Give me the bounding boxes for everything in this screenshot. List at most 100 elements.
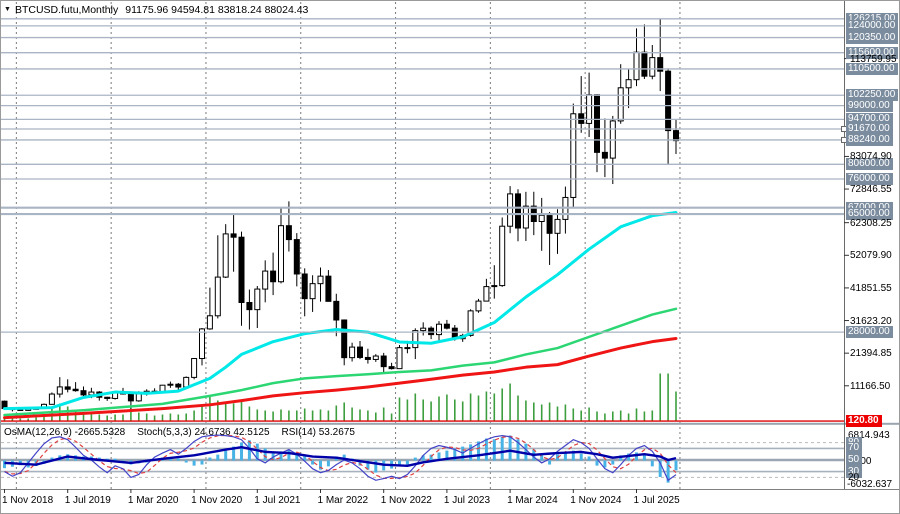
candle-body bbox=[467, 310, 474, 336]
candle-body bbox=[601, 151, 608, 159]
candle-body bbox=[483, 286, 490, 302]
price-level-badge: 80600.00 bbox=[846, 158, 893, 171]
candle-body bbox=[167, 383, 174, 386]
candle-body bbox=[633, 51, 640, 81]
price-level-badge: 115600.00 bbox=[846, 46, 898, 59]
price-level-badge: 28000.00 bbox=[846, 326, 893, 339]
indicator-level-badge: 70 bbox=[846, 442, 863, 455]
price-tick-label: 52079.90 bbox=[850, 250, 892, 262]
candle-body bbox=[475, 300, 482, 312]
date-tick-label: 1 Jul 2025 bbox=[633, 495, 680, 506]
candle-body bbox=[293, 239, 300, 275]
candlestick-series bbox=[1, 18, 679, 412]
candle-body bbox=[570, 113, 577, 198]
candle-body bbox=[546, 214, 553, 234]
date-tick-label: 1 Mar 2022 bbox=[317, 495, 369, 506]
candle-body bbox=[72, 388, 79, 392]
price-tick-label: 83074.90 bbox=[850, 151, 892, 163]
price-tick-label: 11166.50 bbox=[850, 380, 891, 392]
date-tick-label: 1 Nov 2020 bbox=[191, 495, 243, 506]
candle-body bbox=[262, 270, 269, 290]
date-tick-label: 1 Jul 2021 bbox=[254, 495, 301, 506]
candle-body bbox=[388, 366, 395, 370]
candle-body bbox=[657, 57, 664, 72]
date-tick-label: 1 Nov 2024 bbox=[570, 495, 622, 506]
chart-menu-arrow-icon[interactable]: ▼ bbox=[4, 6, 11, 13]
date-tick-label: 1 Nov 2022 bbox=[380, 495, 432, 506]
candle-body bbox=[617, 87, 624, 122]
price-level-badge: 99000.00 bbox=[846, 99, 893, 112]
candle-body bbox=[285, 225, 292, 241]
candle-body bbox=[278, 225, 284, 283]
candle-body bbox=[222, 233, 229, 278]
candle-body bbox=[301, 273, 308, 300]
candle-body bbox=[372, 355, 379, 360]
candle-body bbox=[127, 393, 134, 402]
price-level-badge: 91670.00 bbox=[846, 123, 893, 136]
candle-body bbox=[80, 390, 87, 396]
candle-body bbox=[135, 393, 142, 402]
date-tick-label: 1 Jul 2023 bbox=[443, 495, 491, 506]
price-level-badge: 76000.00 bbox=[846, 172, 893, 185]
candle-body bbox=[507, 193, 514, 227]
indicator-labels-row: OsMA(12,26,9) -2665.5328 Stoch(5,3,3) 24… bbox=[4, 427, 355, 438]
price-tick-label: 72846.55 bbox=[850, 184, 892, 196]
candle-body bbox=[649, 57, 656, 77]
candle-body bbox=[191, 358, 198, 378]
price-level-lines[interactable] bbox=[1, 18, 844, 333]
ohlc-values-label: 91175.96 94594.81 83818.24 88024.43 bbox=[125, 3, 309, 16]
candle-body bbox=[246, 301, 253, 311]
indicator-scale-min: -6032.637 bbox=[847, 479, 893, 490]
price-tick-label: 113759.95 bbox=[850, 53, 897, 65]
candle-body bbox=[665, 70, 672, 132]
candle-body bbox=[641, 51, 648, 77]
candle-body bbox=[341, 319, 348, 359]
candle-body bbox=[325, 275, 332, 302]
candle-body bbox=[404, 347, 411, 350]
indicator-level-badge: 50 bbox=[846, 454, 863, 466]
price-level-badge: 65000.00 bbox=[846, 208, 893, 221]
price-tick-label: 31623.20 bbox=[850, 315, 892, 327]
candle-body bbox=[578, 113, 585, 124]
candle-body bbox=[270, 270, 277, 283]
rsi-label: RSI(14) 53.2675 bbox=[281, 427, 355, 438]
price-level-badge: 94700.00 bbox=[846, 113, 893, 126]
chart-title-bar: ▼ BTCUSD.futu,Monthly 91175.96 94594.81 … bbox=[4, 3, 308, 16]
candle-body bbox=[538, 214, 545, 222]
candle-body bbox=[396, 347, 403, 370]
price-level-badge: 124000.00 bbox=[846, 19, 899, 32]
price-level-badge: 88240.00 bbox=[846, 133, 893, 146]
date-tick-label: 1 Mar 2020 bbox=[127, 495, 179, 506]
candle-body bbox=[349, 346, 356, 359]
candle-body bbox=[183, 376, 190, 388]
candle-body bbox=[175, 383, 182, 388]
date-tick-label: 1 Mar 2024 bbox=[507, 495, 558, 506]
date-tick-label: 1 Nov 2018 bbox=[2, 495, 54, 506]
ma-slow-red bbox=[3, 336, 678, 420]
price-tick-label: 62308.25 bbox=[850, 217, 892, 229]
candle-body bbox=[554, 218, 561, 234]
price-level-badge: 120350.00 bbox=[846, 31, 899, 44]
osma-label: OsMA(12,26,9) -2665.5328 bbox=[4, 427, 126, 438]
price-tick-label: 41851.55 bbox=[850, 282, 892, 294]
candle-body bbox=[499, 225, 506, 287]
candle-body bbox=[673, 130, 679, 142]
candle-body bbox=[428, 327, 435, 336]
candle-body bbox=[238, 236, 245, 303]
candle-body bbox=[317, 275, 324, 285]
window-separator[interactable] bbox=[1, 422, 900, 425]
indicator-level-badge: 30 bbox=[846, 465, 863, 478]
candle-body bbox=[420, 327, 427, 332]
stoch-label: Stoch(5,3,3) 24.6736 42.5125 bbox=[137, 427, 270, 438]
candle-body bbox=[443, 323, 450, 329]
candle-body bbox=[412, 330, 419, 349]
candle-body bbox=[515, 193, 521, 229]
candle-body bbox=[230, 233, 237, 238]
price-tick-label: 21394.85 bbox=[850, 348, 892, 360]
candle-body bbox=[214, 276, 221, 317]
date-tick-label: 1 Jul 2019 bbox=[64, 495, 111, 506]
candle-body bbox=[333, 300, 340, 321]
candle-body bbox=[522, 205, 529, 229]
